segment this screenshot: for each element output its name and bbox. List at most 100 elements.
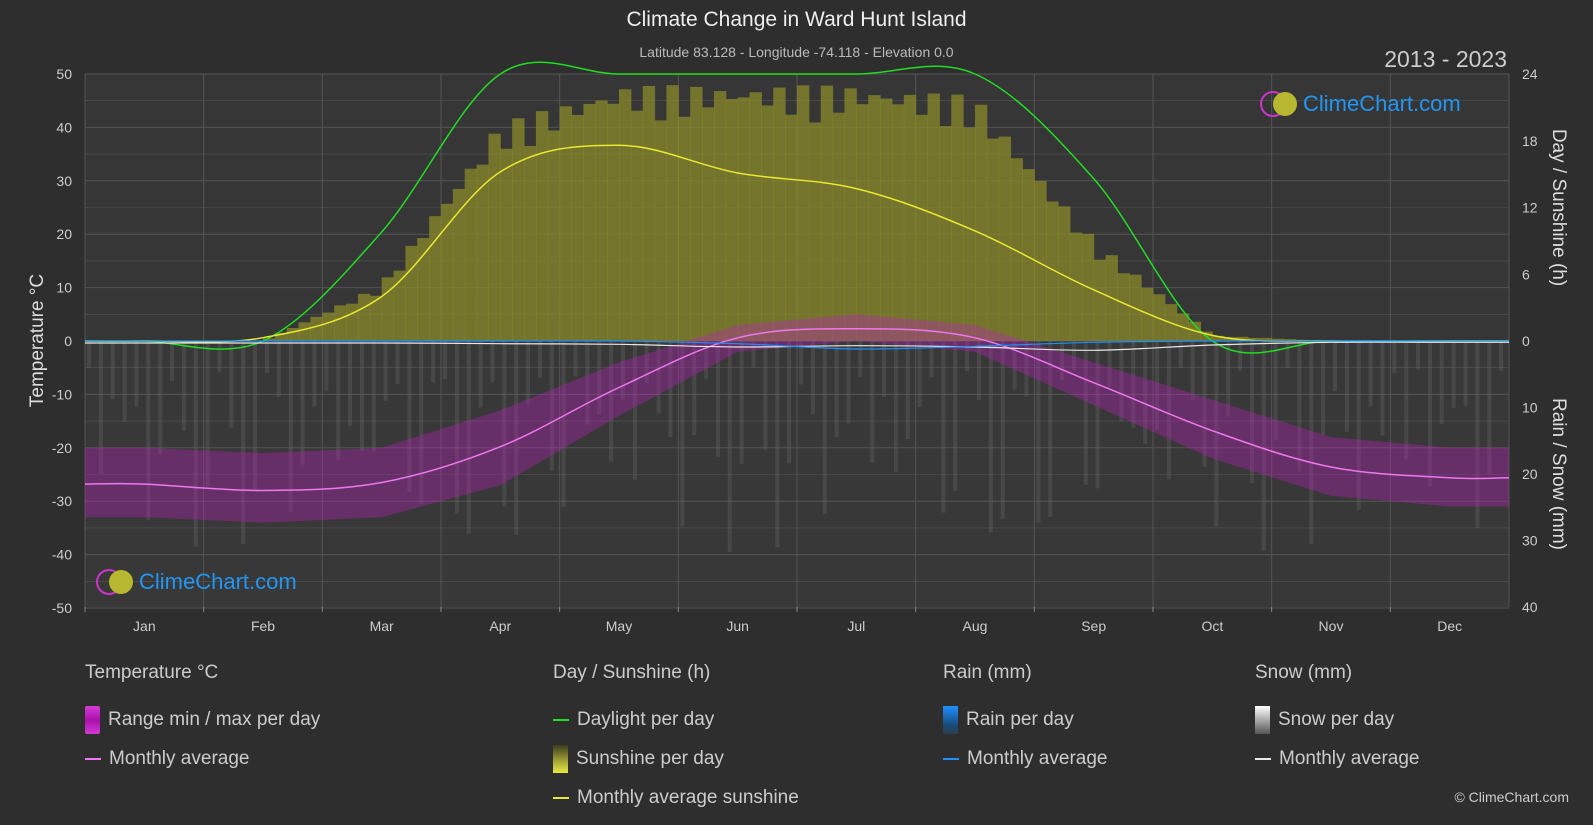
logo-sun-icon xyxy=(1273,92,1297,116)
snow-day-bar xyxy=(692,341,697,436)
rain-avg-line xyxy=(84,340,1509,350)
y-right-top-tick-label: 18 xyxy=(1522,133,1538,149)
sunshine-day-bar xyxy=(441,203,454,341)
legend-snow: Snow (mm) Snow per day Monthly average xyxy=(1255,662,1419,778)
sunshine-day-bar xyxy=(1259,337,1273,341)
y-right-top-axis-title: Day / Sunshine (h) xyxy=(1548,129,1569,286)
sunshine-day-bar xyxy=(274,332,288,341)
temperature-avg-swatch xyxy=(85,757,101,760)
daylight-swatch xyxy=(553,718,569,721)
sunshine-day-bar xyxy=(369,295,383,341)
snow-day-bar xyxy=(1071,341,1076,371)
sunshine-day-bar xyxy=(915,114,929,341)
sunshine-day-bar xyxy=(713,91,727,342)
snow-day-bar xyxy=(1451,341,1456,408)
snow-day-bar xyxy=(893,341,898,472)
snow-day-bar xyxy=(324,341,329,391)
x-tick-label: Sep xyxy=(1081,618,1106,634)
legend-sunshine-day: Sunshine per day xyxy=(553,739,799,778)
sunshine-day-bar xyxy=(322,312,335,341)
sunshine-day-bar xyxy=(1046,201,1059,341)
snow-day-bar xyxy=(514,341,519,535)
sunshine-day-bar xyxy=(1271,338,1285,341)
snow-day-bar xyxy=(1107,341,1112,388)
snow-day-bar xyxy=(727,341,732,552)
sunshine-day-bar xyxy=(678,116,691,341)
legend-rain-avg-label: Monthly average xyxy=(967,747,1108,769)
snow-day-bar xyxy=(1309,341,1314,544)
sunshine-day-bar xyxy=(1153,294,1166,341)
sunshine-day-bar xyxy=(666,85,679,342)
snow-day-bar xyxy=(751,341,756,368)
sunshine-day-bar xyxy=(381,277,395,341)
sunshine-day-bar xyxy=(725,98,739,341)
chart-subtitle: Latitude 83.128 - Longitude -74.118 - El… xyxy=(639,44,954,60)
snow-day-bar xyxy=(1368,341,1373,407)
x-tick-label: Aug xyxy=(963,618,988,634)
legend-sunshine-avg: Monthly average sunshine xyxy=(553,778,799,817)
y-right-top-tick-label: 24 xyxy=(1522,66,1538,82)
snow-day-bar xyxy=(490,341,495,383)
snow-day-bar xyxy=(1356,341,1361,510)
sunshine-day-bar xyxy=(476,164,489,341)
legend-temperature-title: Temperature °C xyxy=(85,662,219,683)
legend-temperature-range-label: Range min / max per day xyxy=(108,708,321,730)
sunshine-day-bar xyxy=(1212,335,1225,341)
y-left-tick-label: 10 xyxy=(56,280,72,296)
snow-day-bar xyxy=(1083,341,1088,485)
snow-day-bar xyxy=(1285,341,1290,369)
sunshine-day-bar xyxy=(939,126,952,342)
sunshine-day-bar xyxy=(1141,287,1154,341)
sunshine-day-bar xyxy=(429,216,442,341)
y-left-tick-label: -50 xyxy=(52,600,72,616)
snow-day-bar xyxy=(276,341,281,398)
snow-day-bar xyxy=(1297,341,1302,472)
snow-day-bar xyxy=(312,341,317,407)
snow-day-bar xyxy=(787,341,792,464)
sunshine-day-bar xyxy=(880,98,893,341)
snow-day-bar xyxy=(1036,341,1041,523)
snow-swatch xyxy=(1255,705,1270,734)
legend-snow-label: Snow per day xyxy=(1278,708,1395,730)
sunshine-day-bar xyxy=(417,238,430,341)
legend-sunshine-avg-label: Monthly average sunshine xyxy=(577,786,799,808)
snow-day-bar xyxy=(241,341,246,544)
legend-rain: Rain (mm) Rain per day Monthly average xyxy=(943,662,1107,778)
snow-day-bar xyxy=(1060,341,1065,381)
snow-day-bar xyxy=(170,341,175,381)
chart-axes: 50 40 30 20 10 0 -10 -20 -30 -40 -50 24 18 12 6 0 10 20 30… xyxy=(27,66,1569,634)
sunshine-day-bar xyxy=(832,112,845,341)
snow-day-bar xyxy=(988,341,993,533)
sunshine-day-bar xyxy=(357,293,371,341)
legend-rain-label: Rain per day xyxy=(966,708,1074,730)
sunshine-day-bar xyxy=(737,97,751,341)
snow-day-bar xyxy=(977,341,981,401)
sunshine-day-bar xyxy=(263,338,276,341)
sunshine-day-bar xyxy=(1093,259,1107,341)
snow-day-bar xyxy=(348,341,353,426)
snow-day-bar xyxy=(549,341,554,471)
snow-day-bar xyxy=(953,341,958,491)
snow-day-bar xyxy=(537,341,542,378)
snow-day-bar xyxy=(680,341,685,527)
snow-day-bar xyxy=(644,341,649,384)
sunshine-day-bar xyxy=(500,148,513,341)
x-tick-label: Jul xyxy=(847,618,865,634)
snow-day-bar xyxy=(1273,341,1278,441)
snow-day-bar xyxy=(1202,341,1207,467)
temperature-range-band xyxy=(85,314,1509,523)
y-right-bottom-tick-label: 10 xyxy=(1522,400,1538,416)
x-tick-label: May xyxy=(606,618,632,634)
sunshine-day-bar xyxy=(868,95,881,341)
snow-day-bar xyxy=(407,341,412,492)
sunshine-day-bar xyxy=(607,103,620,341)
logo-text: ClimeChart.com xyxy=(1303,91,1461,116)
sunshine-day-bar xyxy=(346,303,359,341)
snow-day-bar xyxy=(1392,341,1397,374)
snow-day-bar xyxy=(668,341,673,438)
snow-day-bar xyxy=(1499,341,1504,371)
sunshine-day-bar xyxy=(761,105,774,342)
climate-chart: 50 40 30 20 10 0 -10 -20 -30 -40 -50 24 18 12 6 0 10 20 30… xyxy=(27,61,1569,634)
snow-day-bar xyxy=(799,341,803,385)
snow-day-bar xyxy=(1226,341,1231,417)
